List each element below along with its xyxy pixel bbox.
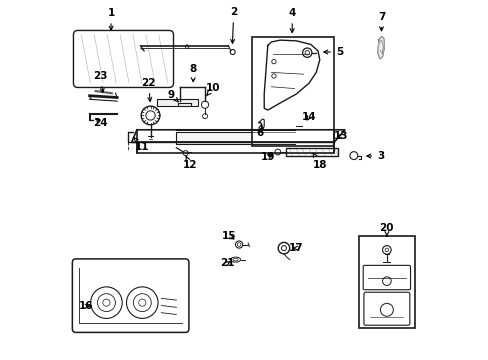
Text: 18: 18 xyxy=(312,153,326,170)
Bar xyxy=(359,236,414,328)
Text: 6: 6 xyxy=(256,125,263,138)
Text: 3: 3 xyxy=(366,151,384,161)
Text: 23: 23 xyxy=(93,71,107,93)
Text: 21: 21 xyxy=(220,258,234,268)
Bar xyxy=(251,37,333,146)
Text: 5: 5 xyxy=(323,47,343,57)
Text: 20: 20 xyxy=(379,224,393,236)
Text: 8: 8 xyxy=(189,64,197,82)
Text: 11: 11 xyxy=(133,137,149,152)
FancyBboxPatch shape xyxy=(363,265,410,290)
Text: 24: 24 xyxy=(93,118,107,128)
Text: 15: 15 xyxy=(222,231,236,241)
FancyBboxPatch shape xyxy=(72,259,188,332)
Text: 17: 17 xyxy=(288,243,303,253)
Ellipse shape xyxy=(230,257,240,262)
FancyBboxPatch shape xyxy=(363,292,409,325)
Bar xyxy=(176,132,294,144)
Text: 4: 4 xyxy=(288,8,295,32)
FancyBboxPatch shape xyxy=(73,31,173,87)
Text: 12: 12 xyxy=(183,157,197,170)
Text: 22: 22 xyxy=(141,78,155,102)
Text: 9: 9 xyxy=(167,90,178,102)
Text: 19: 19 xyxy=(261,152,275,162)
Text: 2: 2 xyxy=(230,7,237,43)
Bar xyxy=(156,99,198,107)
Polygon shape xyxy=(377,37,384,59)
Text: 7: 7 xyxy=(377,12,385,31)
Text: 16: 16 xyxy=(79,301,93,311)
Text: 1: 1 xyxy=(107,8,115,30)
Text: 14: 14 xyxy=(301,112,316,122)
Text: 10: 10 xyxy=(205,83,220,96)
Bar xyxy=(285,148,337,156)
Text: 13: 13 xyxy=(333,131,348,141)
Ellipse shape xyxy=(233,258,238,261)
